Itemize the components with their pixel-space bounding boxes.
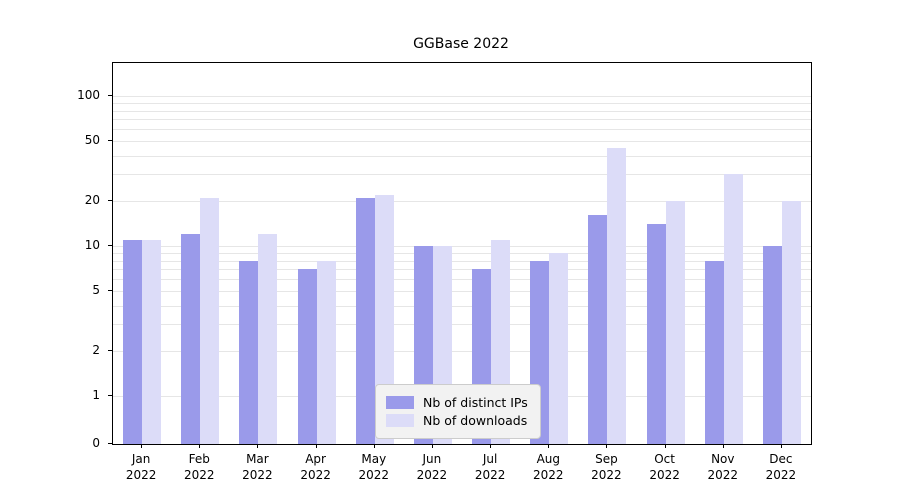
x-tick-label-jan: Jan 2022 [125, 452, 157, 482]
gridline-30 [113, 174, 811, 176]
legend-label-downloads: Nb of downloads [423, 413, 528, 428]
x-tick-label-nov: Nov 2022 [707, 452, 739, 482]
legend: Nb of distinct IPs Nb of downloads [375, 384, 541, 439]
bar-downloads-dec [781, 200, 801, 444]
bar-distinct-ips-apr [297, 269, 317, 444]
x-tick-label-oct: Oct 2022 [649, 452, 680, 482]
bar-downloads-oct [665, 200, 685, 444]
y-tick-label-10: 10 [84, 238, 100, 252]
gridline-70 [113, 119, 811, 121]
legend-swatch-distinct-ips [386, 396, 414, 409]
x-tick-mark-jul [490, 444, 492, 448]
x-tick-mark-nov [722, 444, 724, 448]
gridline-7 [113, 269, 811, 271]
bar-distinct-ips-dec [762, 246, 782, 444]
bar-downloads-may [374, 194, 394, 444]
y-tick-mark-20 [108, 199, 112, 201]
x-tick-mark-dec [780, 444, 782, 448]
bar-distinct-ips-mar [239, 260, 259, 444]
legend-swatch-downloads [386, 414, 414, 427]
y-tick-mark-10 [108, 245, 112, 246]
bar-downloads-apr [316, 260, 336, 444]
gridline-3 [113, 324, 811, 326]
legend-item-distinct-ips: Nb of distinct IPs [386, 395, 528, 410]
bar-downloads-mar [258, 234, 278, 444]
y-tick-mark-5 [108, 290, 112, 292]
x-tick-label-jun: Jun 2022 [416, 452, 448, 482]
x-tick-label-aug: Aug 2022 [533, 452, 564, 482]
x-tick-mark-sep [606, 444, 608, 448]
bar-downloads-sep [607, 148, 627, 444]
gridline-20 [113, 200, 811, 202]
bar-distinct-ips-nov [704, 260, 724, 444]
bar-downloads-nov [723, 174, 743, 444]
plot-area: Nb of distinct IPs Nb of downloads [112, 62, 812, 445]
y-tick-label-100: 100 [77, 88, 100, 102]
gridline-10 [113, 246, 811, 247]
gridline-4 [113, 305, 811, 307]
y-tick-mark-2 [108, 349, 112, 351]
gridline-80 [113, 110, 811, 112]
bar-distinct-ips-feb [181, 234, 201, 444]
y-tick-label-2: 2 [92, 342, 100, 357]
y-tick-mark-0 [108, 443, 112, 444]
x-tick-mark-mar [257, 444, 259, 448]
gridline-40 [113, 155, 811, 157]
bar-downloads-feb [200, 197, 220, 444]
bar-distinct-ips-sep [588, 215, 608, 444]
y-tick-label-1: 1 [92, 388, 100, 402]
x-tick-label-may: May 2022 [358, 452, 390, 482]
y-tick-mark-1 [108, 395, 112, 396]
y-tick-label-0: 0 [92, 436, 100, 450]
x-tick-label-jul: Jul 2022 [474, 452, 506, 482]
x-tick-mark-feb [199, 444, 201, 448]
x-tick-mark-jan [141, 444, 143, 448]
x-tick-mark-apr [315, 444, 317, 448]
gridline-8 [113, 260, 811, 262]
gridline-6 [113, 279, 811, 281]
bar-distinct-ips-oct [646, 224, 666, 444]
y-tick-label-5: 5 [92, 283, 100, 298]
x-tick-mark-oct [664, 444, 666, 448]
gridline-100 [113, 96, 811, 97]
x-tick-mark-jun [431, 444, 433, 448]
bar-downloads-aug [549, 252, 569, 444]
x-tick-label-mar: Mar 2022 [242, 452, 273, 482]
chart-title: GGBase 2022 [413, 36, 509, 52]
bar-distinct-ips-may [355, 197, 375, 444]
legend-label-distinct-ips: Nb of distinct IPs [423, 395, 528, 410]
gridline-9 [113, 252, 811, 254]
x-tick-label-feb: Feb 2022 [184, 452, 215, 482]
y-tick-mark-100 [108, 95, 112, 96]
gridline-90 [113, 102, 811, 104]
legend-item-downloads: Nb of downloads [386, 413, 528, 428]
gridline-2 [113, 350, 811, 352]
y-tick-mark-50 [108, 140, 112, 142]
gridline-60 [113, 129, 811, 131]
gridline-50 [113, 141, 811, 143]
x-tick-mark-aug [548, 444, 550, 448]
bar-distinct-ips-jan [123, 239, 143, 444]
x-tick-mark-may [373, 444, 375, 448]
y-tick-label-50: 50 [84, 133, 100, 148]
bar-downloads-jan [142, 239, 162, 444]
y-tick-label-20: 20 [84, 192, 100, 207]
x-tick-label-apr: Apr 2022 [300, 452, 331, 482]
x-tick-label-dec: Dec 2022 [765, 452, 797, 482]
gridline-5 [113, 291, 811, 293]
x-tick-label-sep: Sep 2022 [591, 452, 622, 482]
